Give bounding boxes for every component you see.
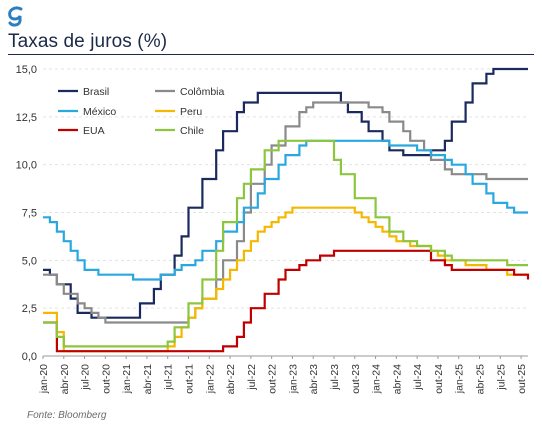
- y-tick-label: 15,0: [16, 64, 37, 76]
- y-tick-label: 2,5: [22, 303, 37, 315]
- x-tick-label: jul-20: [80, 364, 92, 391]
- x-tick-label: jul-21: [163, 364, 175, 391]
- x-tick-label: jan-21: [121, 364, 133, 394]
- x-tick-label: out-21: [184, 364, 196, 394]
- series-line-chile: [43, 139, 528, 348]
- x-tick-label: abr-23: [308, 364, 320, 395]
- legend-label-brasil: Brasil: [83, 86, 109, 98]
- legend-label-eua: EUA: [83, 125, 105, 137]
- x-tick-label: out-24: [433, 364, 445, 394]
- legend-label-peru: Peru: [180, 106, 202, 118]
- x-tick-label: abr-24: [391, 364, 403, 395]
- x-tick-label: jul-24: [412, 364, 424, 391]
- series-line-colombia: [43, 101, 528, 324]
- series-line-eua: [43, 249, 530, 353]
- x-tick-label: out-22: [267, 364, 279, 394]
- brand-logo-icon: [8, 6, 23, 27]
- x-tick-label: jul-22: [246, 364, 258, 391]
- x-tick-label: jul-23: [329, 364, 341, 391]
- legend-label-chile: Chile: [180, 125, 204, 137]
- x-tick-label: abr-21: [142, 364, 154, 395]
- x-tick-label: jan-25: [454, 364, 466, 394]
- y-tick-label: 5,0: [22, 255, 37, 267]
- x-tick-label: jan-24: [371, 364, 383, 394]
- legend-label-colombia: Colômbia: [180, 86, 225, 98]
- x-tick-label: jan-20: [38, 364, 50, 394]
- x-tick-label: abr-25: [475, 364, 487, 395]
- x-tick-label: jul-25: [495, 364, 507, 391]
- y-tick-label: 10,0: [16, 160, 37, 172]
- legend-label-mexico: México: [83, 106, 116, 118]
- series-line-mexico: [43, 139, 528, 281]
- page-title: Taxas de juros (%): [8, 31, 168, 52]
- y-tick-label: 12,5: [16, 112, 37, 124]
- x-tick-label: jan-23: [287, 364, 299, 394]
- x-tick-label: abr-20: [59, 364, 71, 395]
- source-note: Fonte: Bloomberg: [27, 410, 107, 421]
- x-tick-label: jan-22: [204, 364, 216, 394]
- y-tick-label: 7,5: [22, 208, 37, 220]
- x-tick-label: out-25: [516, 364, 528, 394]
- x-tick-label: abr-22: [225, 364, 237, 395]
- title-divider: [8, 54, 534, 55]
- series-line-brasil: [43, 67, 528, 319]
- y-tick-label: 0,0: [22, 351, 37, 363]
- x-tick-label: out-23: [350, 364, 362, 394]
- x-tick-label: out-20: [100, 364, 112, 394]
